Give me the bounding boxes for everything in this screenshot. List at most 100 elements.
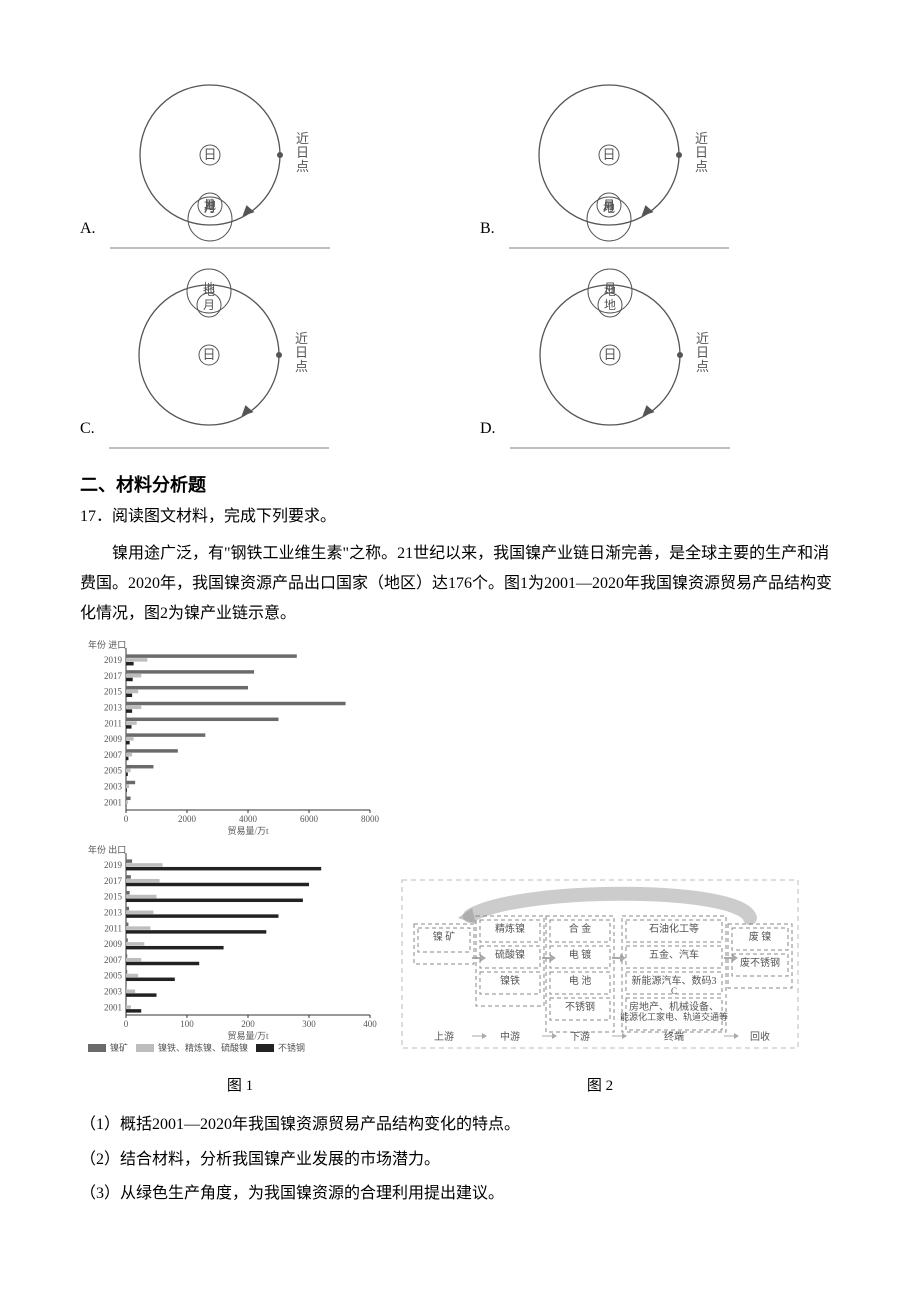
svg-text:废 镍: 废 镍: [749, 930, 772, 943]
fig1-caption: 图 1: [80, 1072, 400, 1101]
svg-text:不锈钢: 不锈钢: [565, 1000, 595, 1013]
svg-text:2013: 2013: [104, 702, 123, 712]
q17-sub1: （1）概括2001—2020年我国镍资源贸易产品结构变化的特点。: [80, 1110, 840, 1140]
svg-text:年份 进口: 年份 进口: [88, 639, 126, 650]
svg-text:月: 月: [603, 198, 615, 212]
svg-text:2005: 2005: [104, 970, 123, 980]
svg-text:2007: 2007: [104, 955, 123, 965]
svg-text:地: 地: [204, 198, 216, 212]
orbit-diagram-d: 日近日点地月地: [500, 260, 740, 450]
option-c: C. 日近日点地地月: [80, 260, 440, 450]
section-2-header: 二、材料分析题: [80, 468, 840, 502]
svg-text:精炼镍: 精炼镍: [495, 922, 525, 935]
svg-text:2019: 2019: [104, 860, 123, 870]
svg-text:贸易量/万t: 贸易量/万t: [227, 1030, 269, 1041]
svg-text:6000: 6000: [300, 814, 319, 824]
svg-text:2017: 2017: [104, 876, 123, 886]
svg-text:日: 日: [296, 145, 309, 160]
q17-passage: 镍用途广泛，有"钢铁工业维生素"之称。21世纪以来，我国镍产业链日渐完善，是全球…: [80, 539, 840, 630]
option-d-label: D.: [480, 414, 496, 450]
svg-text:2003: 2003: [104, 781, 123, 791]
svg-text:年份 出口: 年份 出口: [88, 844, 126, 855]
svg-text:8000: 8000: [361, 814, 380, 824]
orbit-diagram-c: 日近日点地地月: [99, 260, 339, 450]
svg-text:0: 0: [124, 1019, 129, 1029]
svg-text:点: 点: [295, 359, 308, 374]
fig2-caption: 图 2: [400, 1072, 800, 1101]
svg-text:地: 地: [604, 298, 616, 312]
svg-text:点: 点: [695, 159, 708, 174]
svg-text:石油化工等: 石油化工等: [649, 922, 699, 935]
option-d: D. 日近日点地月地: [480, 260, 840, 450]
svg-text:月: 月: [604, 281, 616, 295]
svg-text:中游: 中游: [500, 1030, 520, 1043]
svg-text:2015: 2015: [104, 686, 123, 696]
svg-text:2017: 2017: [104, 671, 123, 681]
svg-text:日: 日: [295, 345, 308, 360]
svg-text:300: 300: [302, 1019, 316, 1029]
option-b-label: B.: [480, 214, 495, 250]
svg-text:日: 日: [602, 147, 615, 162]
svg-text:电 池: 电 池: [569, 974, 592, 987]
svg-text:2003: 2003: [104, 986, 123, 996]
figures-row: 年份 进口02000400060008000贸易量/万t201920172015…: [80, 638, 840, 1068]
svg-text:能源化工家电、轨道交通等: 能源化工家电、轨道交通等: [620, 1011, 728, 1022]
svg-text:2011: 2011: [104, 923, 122, 933]
option-b: B. 日近日点月月地月: [480, 60, 840, 250]
svg-text:2009: 2009: [104, 939, 123, 949]
svg-text:2015: 2015: [104, 891, 123, 901]
svg-text:C: C: [671, 986, 677, 996]
svg-text:2000: 2000: [178, 814, 197, 824]
figure-1-chart: 年份 进口02000400060008000贸易量/万t201920172015…: [80, 638, 380, 1068]
figure-captions: 图 1 图 2: [80, 1072, 840, 1101]
svg-text:近: 近: [295, 331, 308, 346]
svg-text:400: 400: [363, 1019, 377, 1029]
svg-text:点: 点: [696, 359, 709, 374]
svg-text:镍矿: 镍矿: [110, 1042, 128, 1053]
option-c-label: C.: [80, 414, 95, 450]
orbit-diagram-a: 日近日点月月月地: [100, 60, 340, 250]
svg-text:2001: 2001: [104, 1002, 122, 1012]
svg-text:月: 月: [203, 298, 215, 312]
svg-text:五金、汽车: 五金、汽车: [649, 948, 699, 961]
orbit-options: A. 日近日点月月月地 B. 日近日点月月地月 C. 日近日点地地月 D. 日近…: [80, 60, 840, 450]
svg-text:镍铁: 镍铁: [500, 974, 520, 987]
svg-text:日: 日: [603, 347, 616, 362]
q17-intro: 17．阅读图文材料，完成下列要求。: [80, 502, 840, 532]
svg-text:100: 100: [180, 1019, 194, 1029]
svg-text:日: 日: [695, 145, 708, 160]
svg-text:2011: 2011: [104, 718, 122, 728]
svg-text:合 金: 合 金: [569, 922, 592, 935]
svg-text:4000: 4000: [239, 814, 258, 824]
svg-text:回收: 回收: [750, 1030, 770, 1043]
svg-text:镍铁、精炼镍、硫酸镍: 镍铁、精炼镍、硫酸镍: [158, 1042, 248, 1053]
svg-text:200: 200: [241, 1019, 255, 1029]
svg-text:日: 日: [202, 347, 215, 362]
svg-text:日: 日: [696, 345, 709, 360]
svg-text:近: 近: [695, 131, 708, 146]
svg-text:不锈钢: 不锈钢: [278, 1042, 305, 1053]
svg-text:2001: 2001: [104, 797, 122, 807]
svg-text:2007: 2007: [104, 750, 123, 760]
option-a: A. 日近日点月月月地: [80, 60, 440, 250]
svg-text:下游: 下游: [570, 1030, 590, 1043]
svg-text:电 镀: 电 镀: [569, 948, 592, 961]
svg-text:2013: 2013: [104, 907, 123, 917]
svg-text:0: 0: [124, 814, 129, 824]
figure-2-chain: 镍 矿上游精炼镍硫酸镍镍铁中游合 金电 镀电 池不锈钢下游石油化工等五金、汽车新…: [400, 878, 800, 1068]
svg-text:废不锈钢: 废不锈钢: [740, 956, 780, 969]
svg-text:2009: 2009: [104, 734, 123, 744]
svg-text:镍 矿: 镍 矿: [433, 930, 456, 943]
svg-text:2005: 2005: [104, 765, 123, 775]
svg-text:近: 近: [296, 131, 309, 146]
svg-text:日: 日: [203, 147, 216, 162]
svg-text:近: 近: [696, 331, 709, 346]
svg-text:硫酸镍: 硫酸镍: [495, 948, 525, 961]
option-a-label: A.: [80, 214, 96, 250]
svg-text:地: 地: [203, 281, 215, 295]
svg-text:贸易量/万t: 贸易量/万t: [227, 825, 269, 836]
svg-text:终端: 终端: [664, 1030, 684, 1043]
svg-text:点: 点: [296, 159, 309, 174]
q17-sub2: （2）结合材料，分析我国镍产业发展的市场潜力。: [80, 1145, 840, 1175]
q17-sub3: （3）从绿色生产角度，为我国镍资源的合理利用提出建议。: [80, 1179, 840, 1209]
